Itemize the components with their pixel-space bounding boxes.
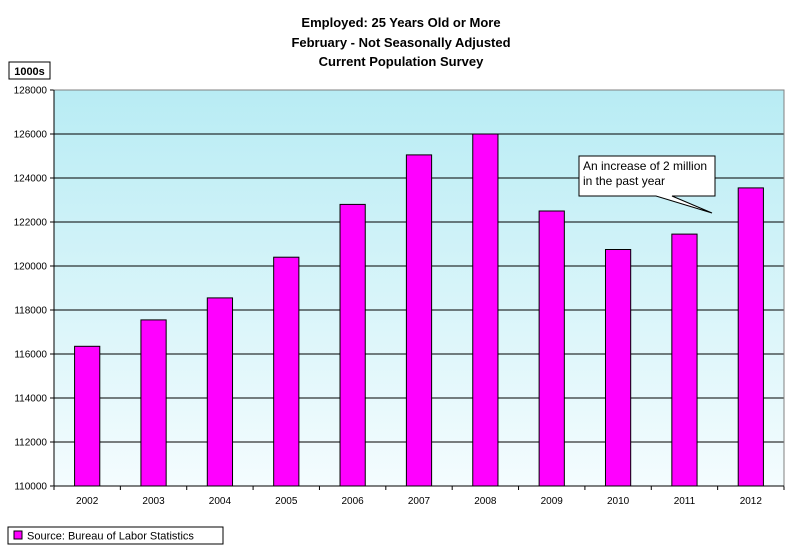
x-tick-label-2009: 2009	[541, 496, 564, 507]
legend: Source: Bureau of Labor Statistics	[7, 526, 224, 545]
bar-2006	[339, 203, 366, 487]
annotation-callout: An increase of 2 million in the past yea…	[578, 155, 716, 214]
x-tick-label-2007: 2007	[408, 496, 431, 507]
y-tick-label: 116000	[14, 350, 47, 361]
legend-swatch	[13, 530, 23, 540]
x-tick-label-2006: 2006	[342, 496, 365, 507]
y-tick-label: 122000	[14, 218, 48, 229]
x-tick-label-2004: 2004	[209, 496, 232, 507]
x-tick-label-2012: 2012	[740, 496, 763, 507]
bar-2010	[604, 249, 632, 487]
x-tick-label-2008: 2008	[474, 496, 497, 507]
y-tick-label: 128000	[14, 86, 48, 97]
unit-label-box	[8, 61, 51, 80]
x-tick-label-2010: 2010	[607, 496, 630, 507]
bars	[74, 133, 764, 487]
x-axis-ticks: 2002 2003 2004 2005 2006 2007 2008 2009 2010 2011…	[53, 486, 785, 507]
chart-title-line-3: Current Population Survey	[319, 54, 484, 69]
bar-2003	[140, 319, 167, 487]
chart-title-line-1: Employed: 25 Years Old or More	[301, 15, 500, 30]
bar-2004	[206, 297, 234, 487]
x-tick-label-2002: 2002	[76, 496, 99, 507]
y-axis-ticks: 110000 112000 114000 116000 118000 120000 1220…	[14, 86, 54, 493]
unit-label: 1000s	[14, 66, 45, 78]
annotation-line-2: in the past year	[583, 174, 665, 188]
bar-2007	[405, 154, 433, 487]
y-tick-label: 114000	[14, 394, 47, 405]
bar-2008	[472, 133, 499, 487]
y-tick-label: 118000	[14, 306, 47, 317]
x-tick-label-2011: 2011	[674, 496, 696, 507]
chart-title-line-2: February - Not Seasonally Adjusted	[291, 35, 510, 50]
bar-2011	[671, 233, 698, 487]
y-tick-label: 110000	[14, 482, 47, 493]
bar-2012	[737, 187, 764, 487]
y-tick-label: 120000	[14, 262, 48, 273]
bar-2005	[273, 256, 300, 487]
bar-2009	[538, 210, 565, 487]
x-tick-label-2005: 2005	[275, 496, 298, 507]
callout-shape	[578, 155, 716, 214]
legend-label: Source: Bureau of Labor Statistics	[27, 531, 194, 543]
legend-box	[7, 526, 224, 545]
bar-2002	[74, 345, 101, 487]
x-tick-label-2003: 2003	[142, 496, 165, 507]
y-tick-label: 124000	[14, 174, 48, 185]
y-tick-label: 112000	[14, 438, 47, 449]
y-tick-label: 126000	[14, 130, 48, 141]
annotation-line-1: An increase of 2 million	[583, 159, 707, 173]
